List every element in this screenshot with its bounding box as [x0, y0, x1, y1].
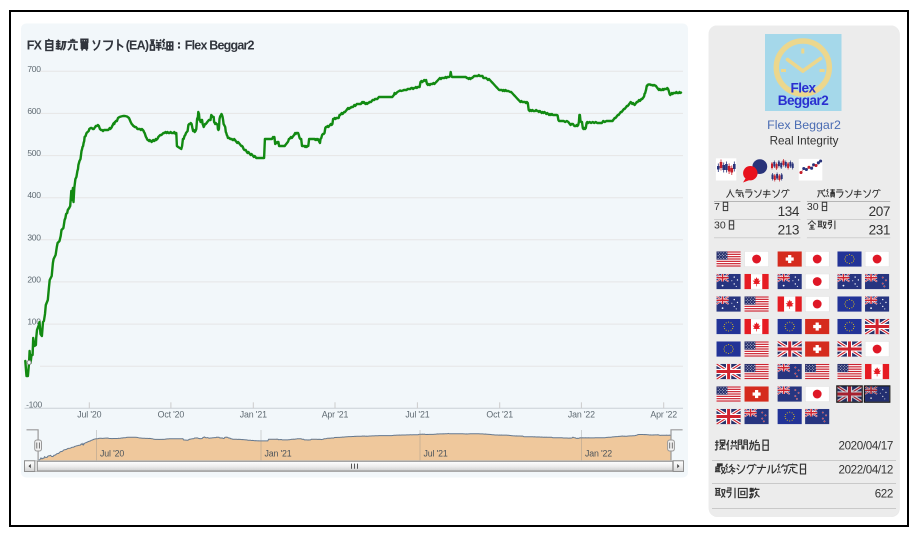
svg-text:400: 400: [27, 190, 41, 200]
svg-text:100: 100: [27, 317, 41, 327]
svg-text:FX: FX: [27, 39, 43, 53]
svg-text:500: 500: [27, 148, 41, 158]
svg-text:Oct '20: Oct '20: [158, 410, 185, 420]
svg-text:Jan '21: Jan '21: [265, 448, 292, 458]
svg-text:Jan '21: Jan '21: [240, 410, 267, 420]
svg-text:Apr '22: Apr '22: [650, 410, 677, 420]
svg-text:Jul '21: Jul '21: [424, 448, 448, 458]
svg-text:600: 600: [27, 106, 41, 116]
svg-text:Jan '22: Jan '22: [568, 410, 595, 420]
svg-text:200: 200: [27, 274, 41, 284]
svg-text:7: 7: [714, 201, 720, 213]
svg-text:213: 213: [778, 222, 799, 237]
svg-text:134: 134: [778, 204, 800, 219]
svg-text:Jul '20: Jul '20: [77, 410, 101, 420]
svg-text:Apr '21: Apr '21: [322, 410, 349, 420]
svg-text:30: 30: [714, 220, 726, 232]
svg-text:Beggar2: Beggar2: [778, 93, 829, 108]
svg-text:-100: -100: [26, 400, 42, 410]
svg-text:700: 700: [27, 64, 41, 74]
svg-text:(EA): (EA): [126, 39, 149, 53]
svg-text:30: 30: [807, 201, 819, 213]
svg-text:622: 622: [875, 487, 893, 500]
svg-text:Real Integrity: Real Integrity: [770, 135, 839, 148]
svg-text:2020/04/17: 2020/04/17: [838, 440, 893, 453]
svg-text:Oct '21: Oct '21: [486, 410, 513, 420]
svg-text:Flex: Flex: [790, 81, 816, 96]
svg-text:Flex Beggar2: Flex Beggar2: [767, 118, 841, 132]
svg-text:Flex Beggar2: Flex Beggar2: [185, 39, 255, 53]
svg-text:300: 300: [27, 232, 41, 242]
svg-text:Jul '21: Jul '21: [405, 410, 429, 420]
svg-text:Jan '22: Jan '22: [585, 448, 612, 458]
svg-text:Jul '20: Jul '20: [100, 448, 124, 458]
svg-text:2022/04/12: 2022/04/12: [838, 463, 893, 476]
svg-text:231: 231: [869, 222, 890, 237]
svg-text:207: 207: [869, 204, 890, 219]
